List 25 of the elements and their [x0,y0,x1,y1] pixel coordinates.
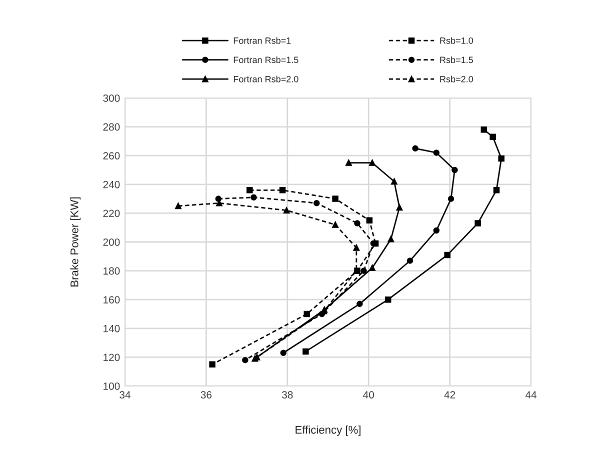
legend-label: Fortran Rsb=1.5 [234,56,298,64]
x-tick-label: 38 [282,391,293,399]
legend-label: Rsb=1.0 [440,37,474,44]
y-tick-label: 220 [103,210,120,218]
legend-label: Fortran Rsb=1 [234,37,291,44]
y-tick-label: 160 [104,296,120,304]
legend-label: Rsb=1.5 [440,56,473,64]
y-tick-label: 200 [103,238,120,246]
y-tick-label: 140 [104,324,120,332]
legend-label: Rsb=2.0 [440,76,474,82]
x-axis-title: Efficiency [%] [296,426,360,436]
x-tick-label: 40 [363,391,374,399]
y-axis-title: Brake Power [KW] [70,197,81,286]
y-tick-label: 280 [103,123,120,131]
legend-label: Fortran Rsb=2.0 [234,76,298,82]
y-tick-label: 100 [104,382,120,390]
y-tick-label: 260 [103,152,120,160]
y-tick-label: 240 [103,180,120,188]
x-tick-label: 44 [525,391,536,398]
x-tick-label: 34 [120,391,130,399]
y-tick-label: 120 [104,354,120,362]
y-tick-label: 300 [103,94,120,102]
x-tick-label: 42 [444,391,456,398]
x-tick-label: 36 [200,391,212,399]
y-tick-label: 180 [104,267,120,275]
